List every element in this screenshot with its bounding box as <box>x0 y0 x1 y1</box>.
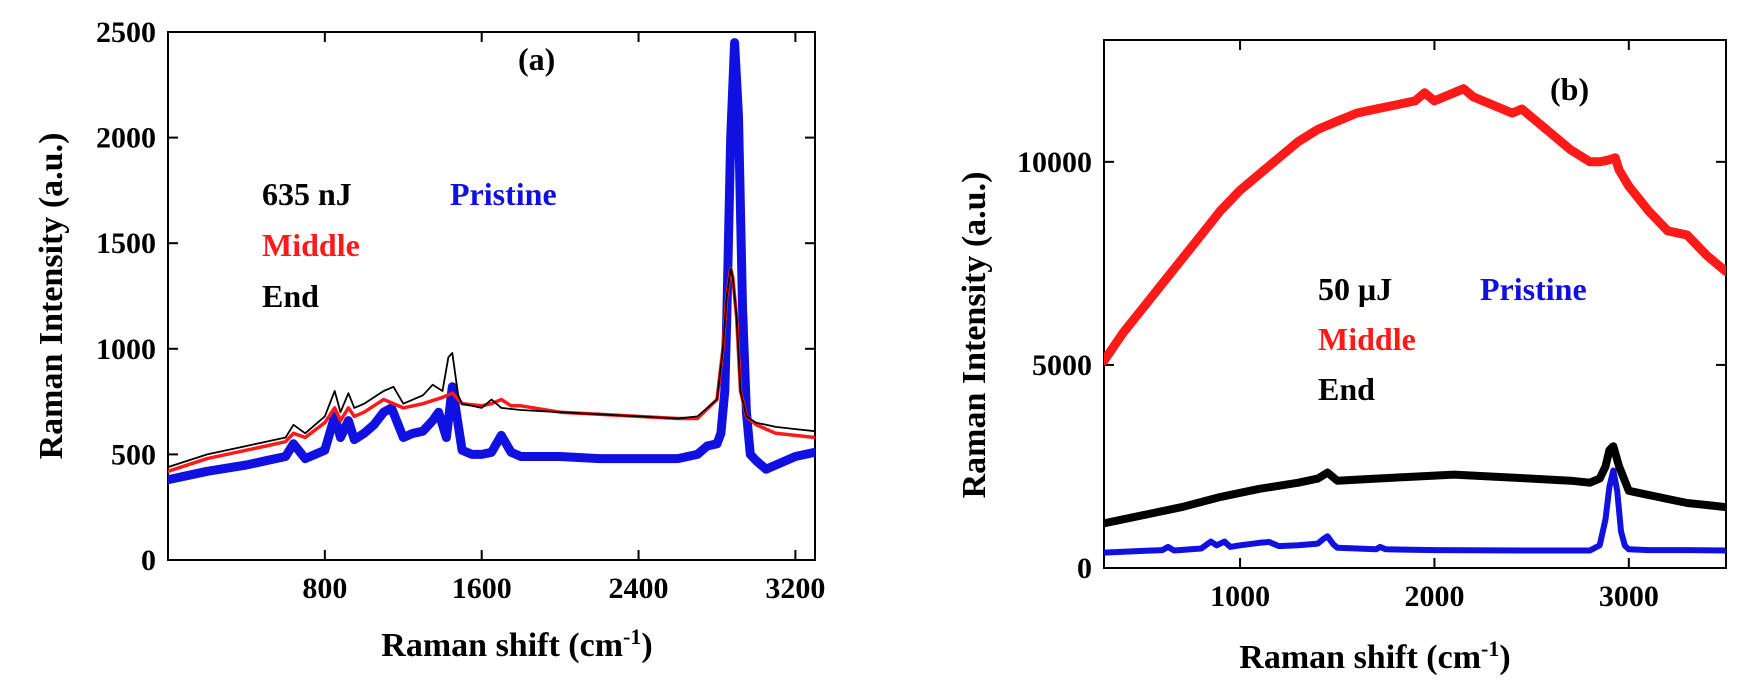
y-tick-label-b: 10000 <box>1017 146 1092 179</box>
y-tick-label-a: 500 <box>111 438 156 471</box>
legend-end-a: End <box>262 278 319 314</box>
x-axis-title-b-end: ) <box>1499 639 1510 676</box>
y-tick-label-a: 2000 <box>96 122 156 155</box>
series-line-pristine-a <box>168 38 815 485</box>
x-tick-label-a: 1600 <box>452 572 512 605</box>
x-tick-label-b: 2000 <box>1404 580 1464 613</box>
x-tick-label-a: 3200 <box>765 572 825 605</box>
panel-b: 1000 2000 3000 0 5000 10000 (b) Raman Intensi… <box>956 39 1727 677</box>
legend-energy-b: 50 μJ <box>1318 271 1392 307</box>
y-tick-label-a: 1500 <box>96 227 156 260</box>
x-axis-title-b-sup: -1 <box>1481 636 1499 661</box>
legend-middle-b: Middle <box>1318 321 1416 357</box>
y-axis-title-a: Raman Intensity (a.u.) <box>33 133 70 460</box>
y-tick-label-a: 2500 <box>96 16 156 49</box>
panel-label-b: (b) <box>1550 71 1589 107</box>
plot-area-frame-a <box>167 31 816 561</box>
x-tick-label-a: 800 <box>302 572 347 605</box>
x-tick-label-b: 3000 <box>1599 580 1659 613</box>
y-axis-title-b: Raman Intensity (a.u.) <box>956 172 993 499</box>
plot-area-frame-b <box>1103 39 1727 569</box>
y-tick-label-a: 1000 <box>96 333 156 366</box>
x-axis-title-a-sup: -1 <box>623 624 641 649</box>
panel-label-a: (a) <box>518 41 555 77</box>
ticks-a: 800 1600 2400 3200 0 500 1000 1500 2000 2500 <box>96 16 825 605</box>
x-tick-label-b: 1000 <box>1210 580 1270 613</box>
legend-pristine-a: Pristine <box>450 176 557 212</box>
legend-end-b: End <box>1318 371 1375 407</box>
legend-pristine-b: Pristine <box>1480 271 1587 307</box>
series-line-pristine-b <box>1104 467 1726 556</box>
ticks-b: 1000 2000 3000 0 5000 10000 <box>1017 40 1726 613</box>
y-tick-label-b: 0 <box>1077 552 1092 585</box>
series-line-end-a <box>168 267 815 469</box>
y-tick-label-a: 0 <box>141 544 156 577</box>
legend-energy-a: 635 nJ <box>262 176 352 212</box>
x-axis-title-a: Raman shift (cm-1) <box>381 624 652 665</box>
y-tick-label-b: 5000 <box>1032 349 1092 382</box>
x-tick-label-a: 2400 <box>609 572 669 605</box>
series-line-middle-b <box>1104 84 1726 366</box>
series-line-end-b <box>1104 442 1726 528</box>
x-axis-title-a-end: ) <box>641 627 652 664</box>
series-a <box>168 38 815 485</box>
x-axis-title-b-main: Raman shift (cm <box>1239 639 1481 676</box>
x-axis-title-b: Raman shift (cm-1) <box>1239 636 1510 677</box>
x-axis-title-a-main: Raman shift (cm <box>381 627 623 664</box>
series-b <box>1104 84 1726 556</box>
legend-middle-a: Middle <box>262 227 360 263</box>
